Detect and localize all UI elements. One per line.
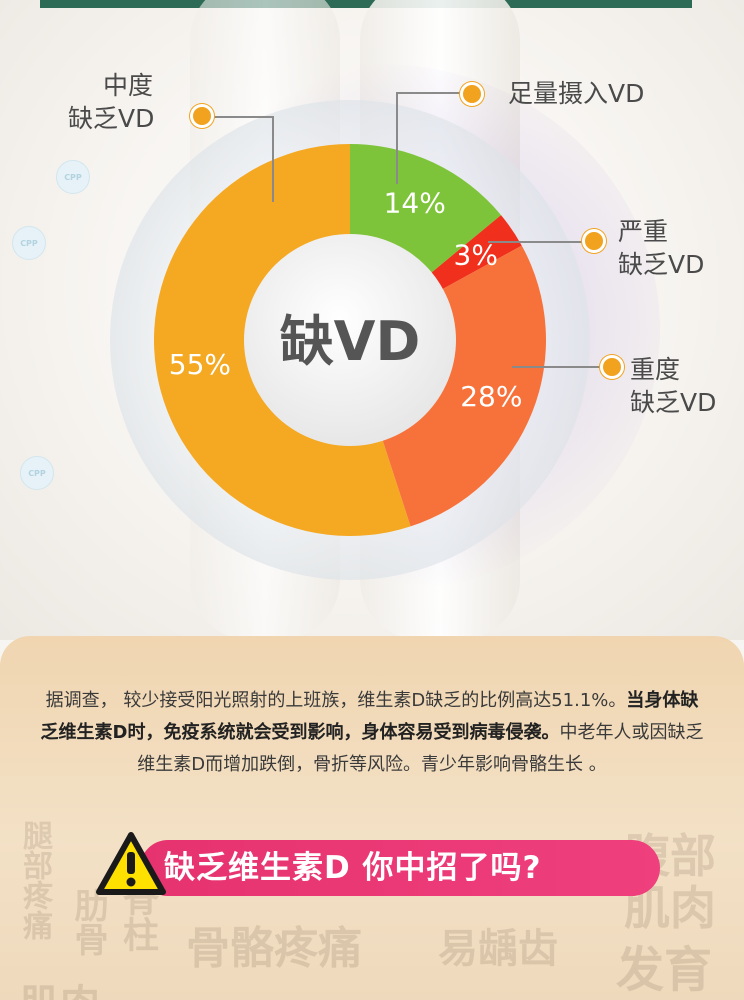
slice-value-label: 14% xyxy=(384,186,446,219)
watermark-text: 腿部疼痛 xyxy=(17,820,52,940)
chart-background: CPP CPP CPP 缺VD 14% 3% 28% 55% 中度 缺乏VD 足量摄入… xyxy=(0,0,744,640)
cpp-badge: CPP xyxy=(12,226,46,260)
top-bar xyxy=(40,0,692,8)
callout-label-serious-2: 缺乏VD xyxy=(630,388,717,417)
slice-value-label: 55% xyxy=(169,348,231,381)
callout-label-moderate: 中度 xyxy=(88,70,168,102)
slice-value-label: 3% xyxy=(454,239,498,272)
slice-value-label: 28% xyxy=(460,380,522,413)
callout-label-sufficient: 足量摄入VD xyxy=(508,79,645,108)
donut-slice xyxy=(382,245,546,527)
leader-line xyxy=(272,116,274,202)
description-part3: 中老年人或因缺乏维生素D而增加跌倒，骨折等风险。青少年影响骨骼生长 。 xyxy=(137,722,704,775)
leader-line xyxy=(488,241,590,243)
callout-dot-moderate xyxy=(190,104,214,128)
callout-dot-sufficient xyxy=(460,82,484,106)
description-part1: 据调查， 较少接受阳光照射的上班族，维生素D缺乏的比例高达51.1%。 xyxy=(45,690,627,711)
question-banner: 缺乏维生素D 你中招了吗? xyxy=(140,840,660,896)
callout-line: 中度 xyxy=(102,71,153,100)
info-panel xyxy=(0,636,744,1000)
leader-line xyxy=(512,366,604,368)
leader-line xyxy=(196,116,274,118)
cpp-badge: CPP xyxy=(20,456,54,490)
cpp-badge: CPP xyxy=(56,160,90,194)
callout-label-serious: 重度 xyxy=(630,355,681,384)
leader-line xyxy=(396,92,472,94)
watermark-text: 肌肉 xyxy=(20,972,100,1000)
watermark-text: 肋骨 xyxy=(68,888,108,956)
callout-label-severe: 严重 xyxy=(618,217,669,246)
leader-line xyxy=(396,92,398,184)
description-paragraph: 据调查， 较少接受阳光照射的上班族，维生素D缺乏的比例高达51.1%。当身体缺乏… xyxy=(40,685,704,781)
donut-slice xyxy=(430,215,522,290)
warning-icon xyxy=(96,832,166,895)
center-disc xyxy=(244,234,456,446)
callout-dot-severe xyxy=(582,229,606,253)
description-part2: 当身体缺乏维生素D时，免疫系统就会受到影响，身体容易受到病毒侵袭。 xyxy=(40,690,699,743)
watermark-text: 骨骼疼痛 xyxy=(186,923,362,974)
watermark-text: 易龋齿 xyxy=(438,925,558,972)
watermark-text: 发育 xyxy=(616,942,713,998)
callout-label-severe-2: 缺乏VD xyxy=(618,250,705,279)
callout-dot-serious xyxy=(600,355,624,379)
donut-slice xyxy=(154,144,411,536)
donut-chart: 缺VD 14%3% 28% 55% xyxy=(110,100,590,580)
center-label: 缺VD xyxy=(280,310,421,373)
callout-label-moderate-2: 缺乏VD xyxy=(68,104,155,133)
